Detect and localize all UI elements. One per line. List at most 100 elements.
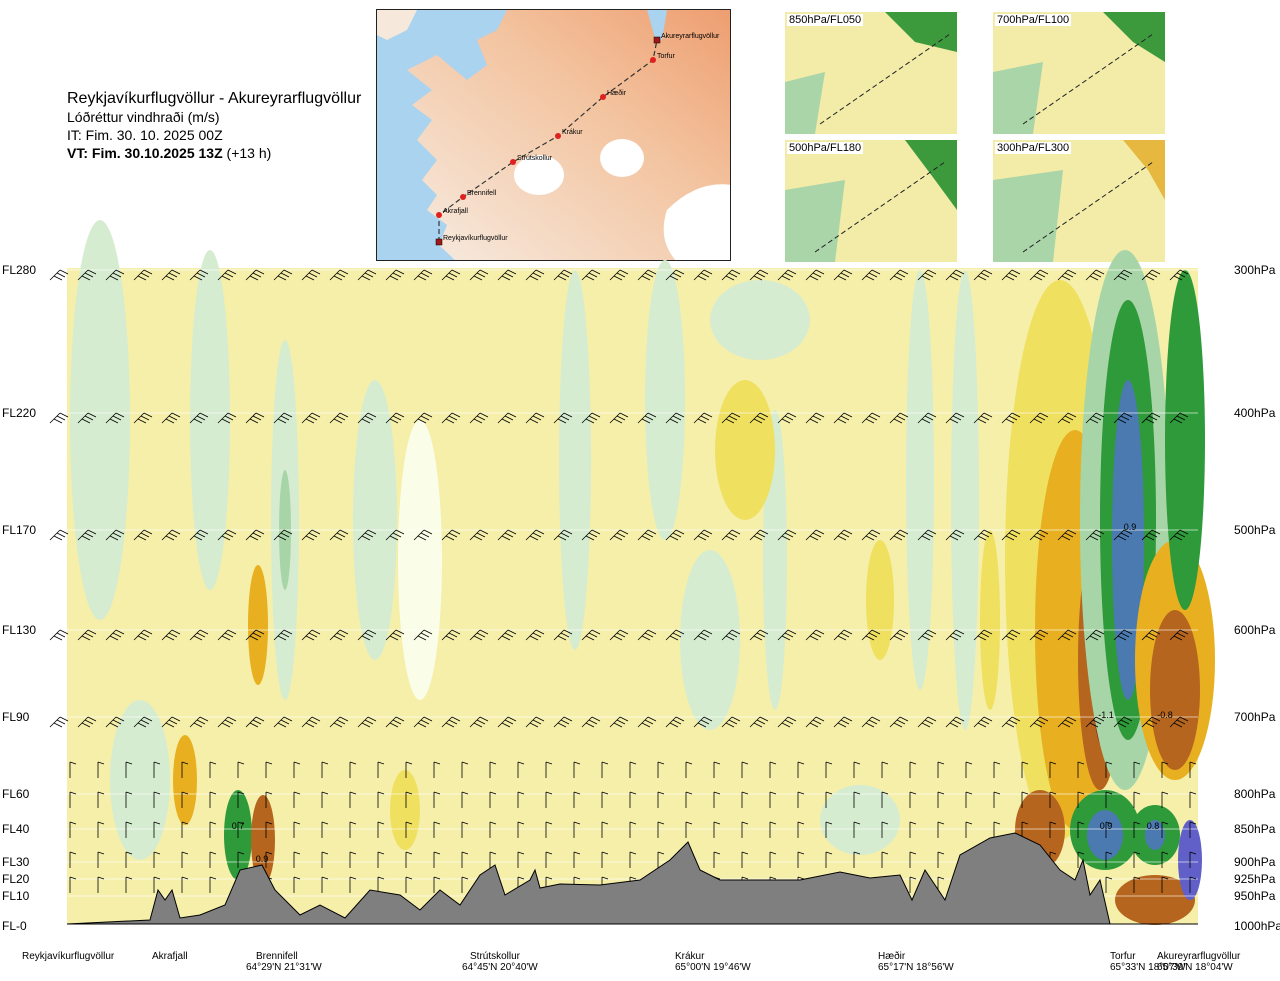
flight-level-label: FL90 (2, 710, 30, 724)
wind-barb (973, 716, 993, 728)
wind-barb (945, 412, 965, 424)
wind-barb (945, 529, 965, 541)
level-map-500-svg (785, 140, 957, 262)
route-line (438, 39, 658, 242)
wind-barb (749, 716, 769, 728)
wind-barb (441, 629, 461, 641)
wind-barb (1049, 761, 1057, 778)
level-map-label: 700hPa/FL100 (995, 14, 1072, 26)
value-annotations: 0.7 0.9 0.9 -1.1 -0.8 0.9 0.8 (232, 522, 1173, 864)
wind-barb (881, 851, 889, 868)
wind-barb (1057, 269, 1077, 281)
valid-time: VT: Fim. 30.10.2025 13Z (67, 145, 223, 161)
valid-time-line: VT: Fim. 30.10.2025 13Z (+13 h) (67, 144, 361, 162)
wind-barb (993, 791, 1001, 808)
wind-barb (637, 716, 657, 728)
wind-barb (525, 529, 545, 541)
location-coords: 64°45'N 20°40'W (462, 962, 538, 973)
wind-barb (601, 851, 609, 868)
wind-barb (461, 821, 469, 838)
value-label: 0.9 (256, 854, 269, 864)
updraft-zone-f (645, 260, 685, 540)
location-coords: 65°00'N 19°46'W (675, 962, 751, 973)
location-name: Torfur (1110, 951, 1136, 962)
wind-barb (881, 791, 889, 808)
wind-barb (349, 876, 357, 893)
waypoint-label: Akrafjall (443, 208, 468, 215)
wind-barb (629, 851, 637, 868)
wind-barb (133, 629, 153, 641)
wind-barb (461, 876, 469, 893)
wind-barb (433, 876, 441, 893)
pressure-level-label: 300hPa (1234, 263, 1276, 277)
wind-barb (973, 269, 993, 281)
wind-barb (769, 761, 777, 778)
wind-barb (1133, 761, 1141, 778)
wind-barb (637, 629, 657, 641)
wind-barb (805, 412, 825, 424)
wind-barb (909, 851, 917, 868)
wind-barb (769, 791, 777, 808)
wind-barb (777, 629, 797, 641)
updraft-zone-a (190, 250, 230, 590)
location-name: Strútskollur (470, 951, 521, 962)
wind-barb (433, 791, 441, 808)
wind-barb (769, 851, 777, 868)
wind-barb (1001, 716, 1021, 728)
pressure-level-label: 925hPa (1234, 872, 1276, 886)
wind-barb (825, 761, 833, 778)
updraft-east-core (1112, 380, 1144, 700)
value-label: 0.9 (1124, 522, 1137, 532)
wind-barb (181, 821, 189, 838)
location-coords: 64°29'N 21°31'W (246, 962, 322, 973)
wind-barb (777, 716, 797, 728)
wind-barb (153, 821, 161, 838)
wind-barb (377, 851, 385, 868)
wind-barb (1169, 529, 1189, 541)
wind-barb (1189, 791, 1197, 808)
wind-barb (741, 791, 749, 808)
wind-barb (805, 629, 825, 641)
wind-barb (1085, 269, 1105, 281)
wind-barb (77, 412, 97, 424)
wind-barb (713, 791, 721, 808)
wind-barb (973, 629, 993, 641)
wind-barb (1001, 269, 1021, 281)
wind-barb (405, 851, 413, 868)
wind-barb (385, 629, 405, 641)
wind-barb (1133, 821, 1141, 838)
wind-barb (161, 269, 181, 281)
wind-barb (637, 529, 657, 541)
wind-barb (1113, 529, 1133, 541)
wind-barb (721, 716, 741, 728)
waypoint-6: Hæðir (600, 89, 627, 100)
wind-barb (685, 821, 693, 838)
wind-barb (937, 851, 945, 868)
wind-barb (581, 412, 601, 424)
location-label: Strútskollur 64°45'N 20°40'W (462, 951, 538, 973)
wind-barb (1077, 821, 1085, 838)
downdraft-weak-c (866, 540, 894, 660)
terrain-profile (66, 832, 1198, 925)
wind-barb (237, 821, 245, 838)
wind-barb (601, 791, 609, 808)
wind-barb (889, 269, 909, 281)
wind-barb (377, 761, 385, 778)
wind-barb (441, 412, 461, 424)
route-map: Reykjavíkurflugvöllur Akrafjall Brennifell… (376, 9, 731, 261)
wind-barb (497, 716, 517, 728)
waypoint-3: Brennifell (460, 190, 497, 200)
wind-barb (581, 629, 601, 641)
flight-level-label: FL40 (2, 822, 30, 836)
wind-barb (825, 851, 833, 868)
wind-barb (973, 529, 993, 541)
wind-barb (881, 761, 889, 778)
location-name: Akureyrarflugvöllur (1157, 951, 1241, 962)
wind-barb (245, 269, 265, 281)
wind-barb (377, 821, 385, 838)
wind-barb (237, 851, 245, 868)
wind-barb (889, 716, 909, 728)
wind-barb (497, 412, 517, 424)
flight-level-label: FL280 (2, 263, 37, 277)
wind-barb (909, 791, 917, 808)
